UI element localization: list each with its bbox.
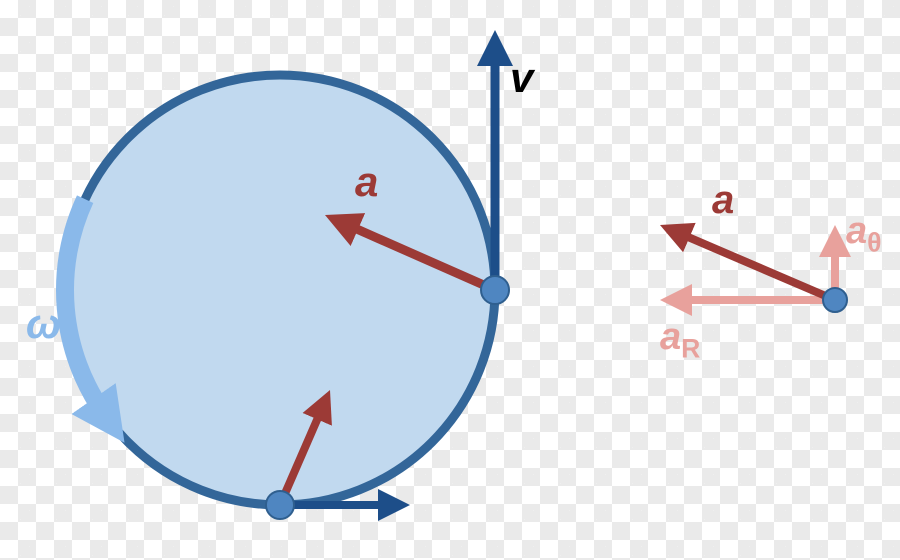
diagram-canvas xyxy=(0,0,900,560)
point-right xyxy=(481,276,509,304)
accel-vector-decomp xyxy=(682,234,835,300)
motion-circle xyxy=(65,75,495,505)
point-decomp xyxy=(823,288,847,312)
point-bottom xyxy=(266,491,294,519)
